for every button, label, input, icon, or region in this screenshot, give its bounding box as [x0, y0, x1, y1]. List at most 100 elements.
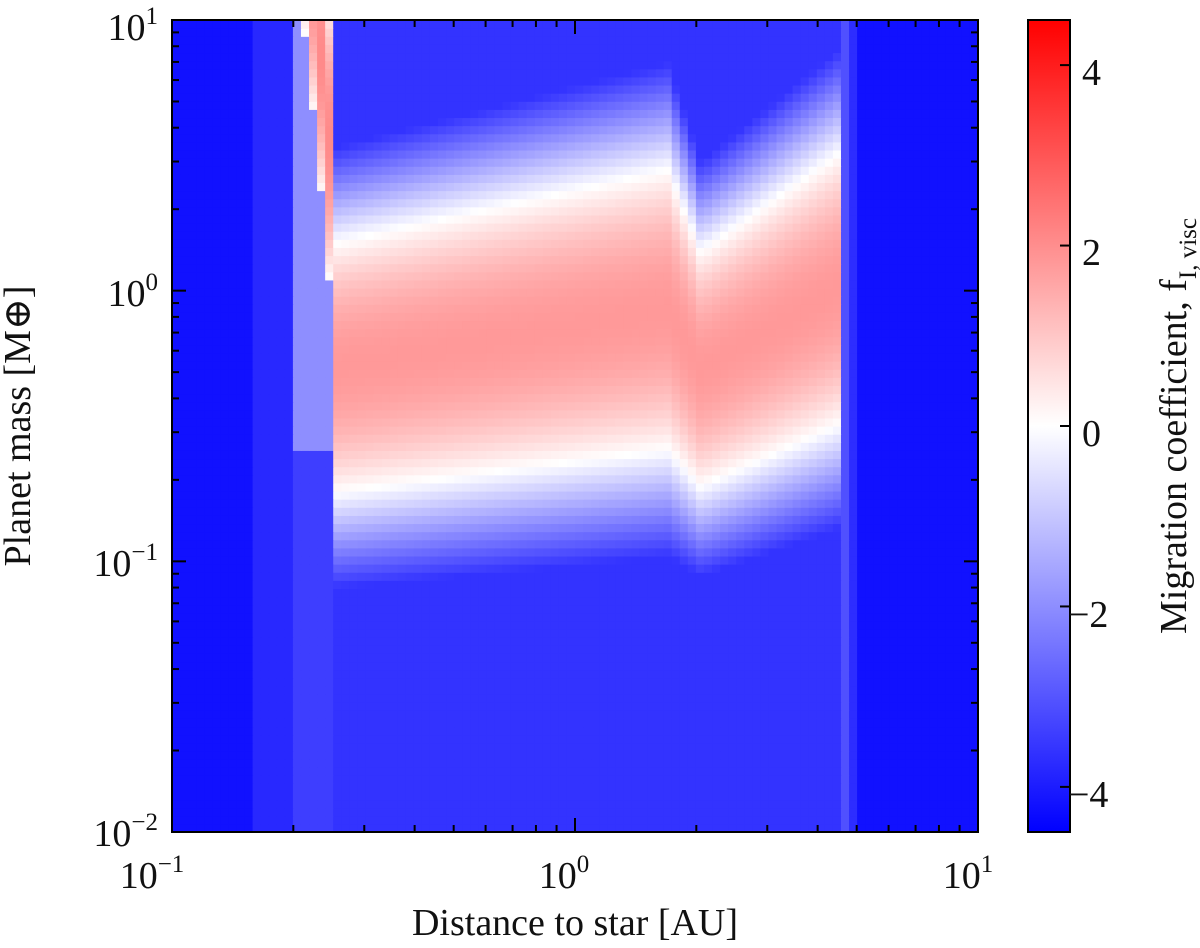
heatmap-cell — [599, 815, 608, 825]
heatmap-cell — [397, 604, 407, 614]
heatmap-cell — [703, 710, 713, 719]
heatmap-cell — [599, 604, 608, 614]
heatmap-cell — [937, 539, 947, 549]
heatmap-cell — [188, 718, 197, 728]
heatmap-cell — [881, 555, 890, 565]
heatmap-cell — [502, 604, 512, 614]
heatmap-cell — [889, 823, 898, 833]
heatmap-cell — [873, 726, 882, 736]
heatmap-cell — [566, 466, 576, 476]
heatmap-cell — [736, 458, 745, 468]
heatmap-cell — [639, 466, 649, 476]
heatmap-cell — [703, 783, 713, 792]
heatmap-cell — [292, 734, 302, 744]
heatmap-cell — [703, 531, 713, 541]
heatmap-cell — [905, 718, 915, 728]
heatmap-cell — [188, 523, 197, 533]
heatmap-cell — [260, 750, 270, 760]
heatmap-cell — [558, 718, 568, 728]
heatmap-cell — [405, 775, 415, 784]
heatmap-cell — [808, 474, 818, 484]
heatmap-cell — [341, 490, 350, 500]
heatmap-cell — [228, 564, 238, 573]
heatmap-cell — [631, 499, 641, 508]
heatmap-cell — [631, 490, 641, 500]
heatmap-cell — [413, 645, 423, 654]
heatmap-cell — [623, 499, 633, 508]
heatmap-cell — [284, 426, 294, 435]
heatmap-cell — [760, 637, 770, 646]
heatmap-cell — [405, 564, 415, 573]
heatmap-cell — [816, 555, 826, 565]
heatmap-cell — [712, 490, 721, 500]
heatmap-cell — [873, 629, 882, 638]
heatmap-cell — [196, 458, 205, 468]
heatmap-cell — [236, 661, 246, 671]
heatmap-cell — [292, 474, 302, 484]
heatmap-cell — [349, 726, 358, 736]
heatmap-cell — [494, 523, 504, 533]
heatmap-cell — [865, 523, 874, 533]
heatmap-cell — [317, 474, 326, 484]
heatmap-cell — [615, 637, 624, 646]
heatmap-cell — [510, 637, 520, 646]
heatmap-cell — [607, 661, 616, 671]
heatmap-cell — [276, 450, 286, 460]
heatmap-cell — [591, 450, 600, 460]
heatmap-cell — [550, 442, 560, 451]
heatmap-cell — [897, 434, 907, 443]
heatmap-cell — [357, 482, 367, 492]
heatmap-cell — [760, 612, 770, 622]
heatmap-cell — [300, 734, 310, 744]
heatmap-cell — [204, 596, 213, 606]
heatmap-cell — [889, 710, 898, 719]
heatmap-cell — [768, 702, 778, 711]
heatmap-cell — [905, 823, 915, 833]
heatmap-cell — [929, 499, 939, 508]
heatmap-cell — [300, 490, 310, 500]
heatmap-cell — [937, 791, 947, 801]
heatmap-cell — [953, 645, 963, 654]
heatmap-cell — [639, 426, 649, 435]
heatmap-cell — [695, 669, 705, 679]
heatmap-cell — [462, 539, 471, 549]
heatmap-cell — [961, 807, 971, 817]
heatmap-cell — [389, 637, 399, 646]
heatmap-cell — [744, 442, 753, 451]
heatmap-cell — [575, 458, 584, 468]
heatmap-cell — [913, 823, 923, 833]
heatmap-cell — [228, 815, 238, 825]
heatmap-cell — [784, 612, 794, 622]
heatmap-cell — [357, 823, 367, 833]
heatmap-cell — [244, 450, 254, 460]
heatmap-cell — [728, 555, 737, 565]
heatmap-cell — [873, 791, 882, 801]
heatmap-cell — [244, 653, 254, 663]
heatmap-cell — [260, 434, 270, 443]
heatmap-cell — [421, 458, 431, 468]
heatmap-cell — [591, 758, 600, 768]
heatmap-cell — [881, 612, 890, 622]
heatmap-cell — [188, 823, 197, 833]
heatmap-cell — [381, 426, 391, 435]
heatmap-cell — [212, 645, 221, 654]
heatmap-cell — [349, 515, 358, 525]
heatmap-cell — [655, 669, 665, 679]
heatmap-cell — [172, 726, 181, 736]
heatmap-cell — [631, 434, 641, 443]
heatmap-cell — [849, 426, 858, 435]
heatmap-cell — [341, 426, 350, 435]
heatmap-cell — [462, 775, 471, 784]
heatmap-cell — [712, 693, 721, 703]
heatmap-cell — [172, 702, 181, 711]
heatmap-cell — [373, 490, 383, 500]
heatmap-cell — [365, 734, 375, 744]
heatmap-cell — [687, 482, 697, 492]
heatmap-cell — [180, 434, 189, 443]
heatmap-cell — [792, 653, 802, 663]
heatmap-cell — [180, 783, 189, 792]
heatmap-cell — [881, 742, 890, 752]
heatmap-cell — [349, 742, 358, 752]
heatmap-cell — [921, 693, 931, 703]
heatmap-cell — [397, 685, 407, 695]
